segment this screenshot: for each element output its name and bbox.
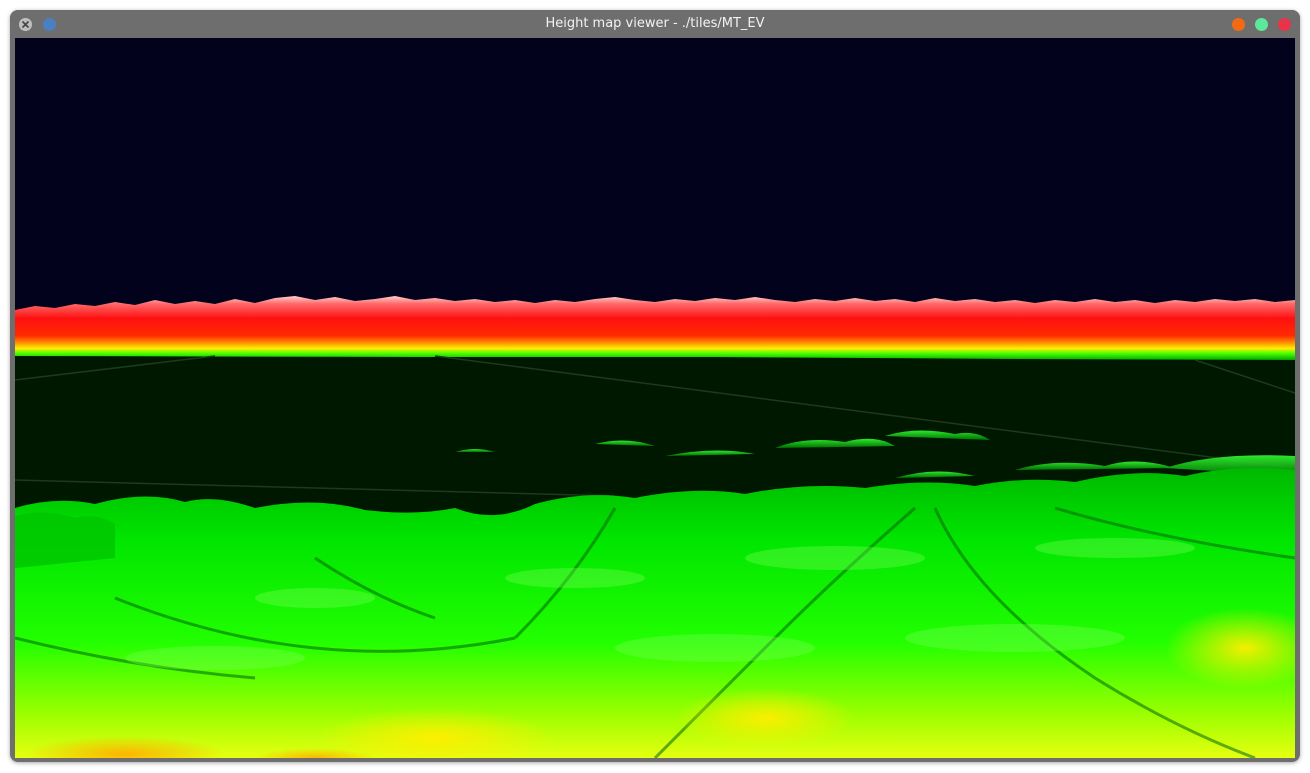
app-logo-icon — [19, 18, 32, 31]
minimize-button[interactable] — [1232, 18, 1245, 31]
horizon-mountains — [15, 296, 1295, 360]
terrain-render — [15, 38, 1295, 758]
pin-button[interactable] — [43, 18, 56, 31]
terrain-foreground — [15, 468, 1295, 758]
elevation-patch — [255, 748, 375, 758]
tile-grid-line — [15, 479, 616, 497]
window-title: Height map viewer - ./tiles/MT_EV — [545, 16, 765, 31]
elevation-patch — [1165, 608, 1295, 688]
elevation-patch — [315, 708, 555, 758]
maximize-button[interactable] — [1255, 18, 1268, 31]
title-bar[interactable]: Height map viewer - ./tiles/MT_EV — [10, 10, 1300, 38]
elevation-patch — [25, 736, 225, 758]
heightmap-render-viewport[interactable] — [15, 38, 1295, 758]
elevation-patch — [675, 688, 855, 748]
tile-grid-line — [15, 355, 216, 381]
app-icon[interactable] — [19, 18, 32, 31]
terrain-left-hills — [15, 512, 115, 568]
app-window: Height map viewer - ./tiles/MT_EV — [10, 10, 1300, 762]
tile-grid-line — [434, 355, 1295, 469]
tile-grid-line — [1194, 359, 1295, 394]
close-button[interactable] — [1278, 18, 1291, 31]
terrain-highlights — [125, 538, 1195, 670]
